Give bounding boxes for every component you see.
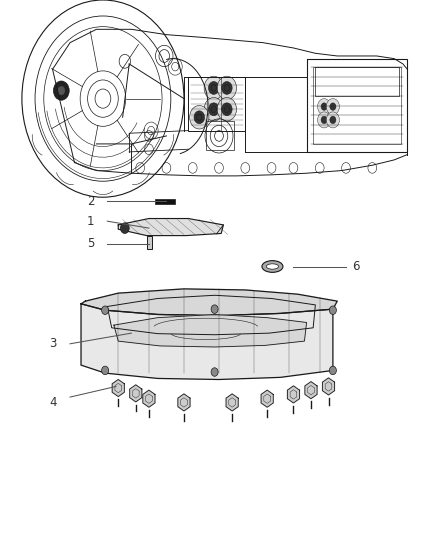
- Text: 3: 3: [49, 337, 57, 350]
- Polygon shape: [305, 382, 317, 399]
- Circle shape: [330, 116, 336, 124]
- Polygon shape: [112, 379, 124, 397]
- Polygon shape: [226, 394, 238, 411]
- Circle shape: [190, 106, 209, 129]
- Circle shape: [102, 306, 109, 314]
- Circle shape: [58, 86, 65, 95]
- Bar: [147, 236, 152, 249]
- Text: 1: 1: [87, 215, 94, 228]
- Circle shape: [208, 82, 219, 94]
- Polygon shape: [322, 378, 335, 395]
- Circle shape: [194, 111, 205, 124]
- Circle shape: [211, 305, 218, 313]
- Polygon shape: [118, 219, 223, 236]
- Polygon shape: [114, 314, 307, 347]
- Circle shape: [102, 366, 109, 375]
- Circle shape: [208, 103, 219, 116]
- Polygon shape: [143, 390, 155, 407]
- Polygon shape: [81, 289, 337, 316]
- Circle shape: [329, 306, 336, 314]
- Circle shape: [211, 368, 218, 376]
- Text: 2: 2: [87, 195, 94, 208]
- Circle shape: [204, 76, 223, 100]
- Bar: [155, 199, 175, 204]
- Circle shape: [318, 99, 331, 115]
- Circle shape: [222, 103, 232, 116]
- Circle shape: [321, 103, 327, 110]
- Polygon shape: [261, 390, 273, 407]
- Circle shape: [217, 98, 237, 121]
- Ellipse shape: [266, 264, 279, 269]
- Text: 6: 6: [352, 260, 359, 273]
- Text: 4: 4: [49, 396, 57, 409]
- Ellipse shape: [262, 261, 283, 272]
- Circle shape: [222, 82, 232, 94]
- Circle shape: [318, 112, 331, 128]
- Polygon shape: [81, 304, 333, 379]
- Circle shape: [120, 223, 129, 233]
- Circle shape: [217, 76, 237, 100]
- Polygon shape: [287, 386, 300, 403]
- Circle shape: [321, 116, 327, 124]
- Polygon shape: [178, 394, 190, 411]
- Circle shape: [329, 366, 336, 375]
- Text: 5: 5: [87, 237, 94, 250]
- Circle shape: [53, 81, 69, 100]
- Polygon shape: [130, 385, 142, 402]
- Circle shape: [330, 103, 336, 110]
- Circle shape: [326, 99, 339, 115]
- Circle shape: [204, 98, 223, 121]
- Circle shape: [326, 112, 339, 128]
